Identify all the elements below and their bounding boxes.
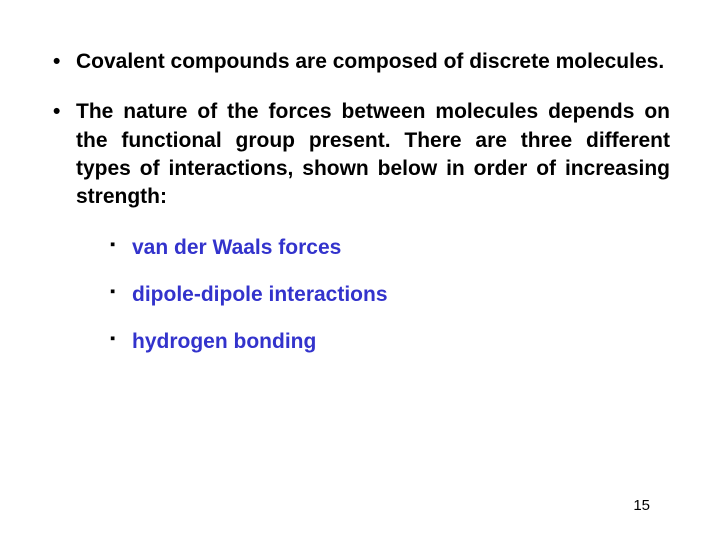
bullet-text: The nature of the forces between molecul…	[76, 100, 670, 208]
sub-item-text: dipole-dipole interactions	[132, 283, 388, 306]
sub-item: hydrogen bonding	[110, 328, 670, 355]
slide: Covalent compounds are composed of discr…	[0, 0, 720, 540]
sub-item: dipole-dipole interactions	[110, 281, 670, 308]
page-number: 15	[633, 497, 650, 514]
bullet-item: Covalent compounds are composed of discr…	[50, 48, 670, 76]
sub-list: van der Waals forces dipole-dipole inter…	[76, 234, 670, 356]
bullet-text: Covalent compounds are composed of discr…	[76, 50, 664, 73]
sub-item-text: van der Waals forces	[132, 236, 341, 259]
sub-item: van der Waals forces	[110, 234, 670, 261]
bullet-list: Covalent compounds are composed of discr…	[50, 48, 670, 356]
bullet-item: The nature of the forces between molecul…	[50, 98, 670, 355]
sub-item-text: hydrogen bonding	[132, 330, 316, 353]
